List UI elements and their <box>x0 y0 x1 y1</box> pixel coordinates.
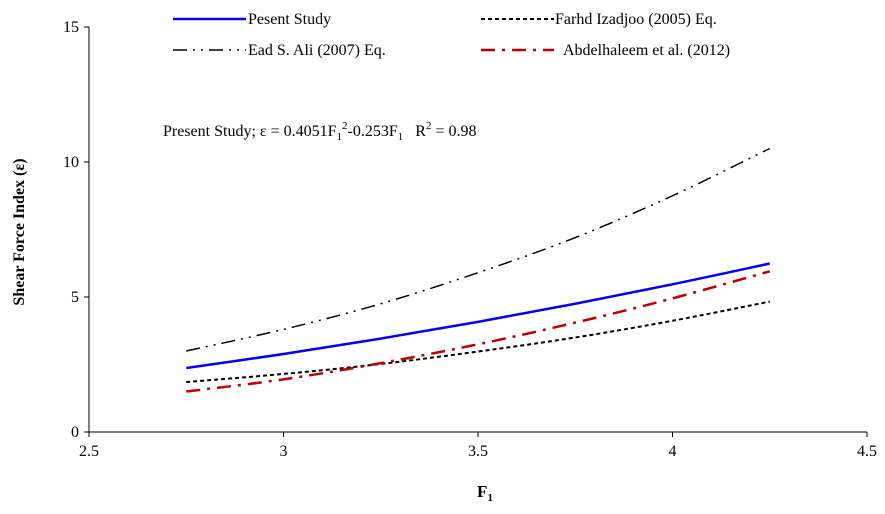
x-tick-label: 4.5 <box>857 443 877 460</box>
series-line-ead-s-ali <box>186 147 771 352</box>
series-line-present-study <box>186 262 771 370</box>
y-axis-title: Shear Force Index (ε) <box>11 158 28 305</box>
legend-label-present-study: Pesent Study <box>248 11 331 28</box>
legend-item-abdelhaleem: Abdelhaleem et al. (2012) <box>481 42 730 59</box>
y-tick-label: 15 <box>63 19 79 36</box>
x-tick-label: 4 <box>669 443 677 460</box>
y-tick-label: 10 <box>63 154 79 171</box>
legend-item-ead-s-ali: Ead S. Ali (2007) Eq. <box>173 42 386 59</box>
legend-label-farhd-izadjoo: Farhd Izadjoo (2005) Eq. <box>555 11 717 28</box>
legend-item-present-study: Pesent Study <box>173 11 331 28</box>
equation-annotation: Present Study; ε = 0.4051F12-0.253F1 R2 =… <box>163 120 476 143</box>
y-tick-label: 5 <box>71 289 79 306</box>
series-line-farhd-izadjoo <box>186 300 770 384</box>
x-axis-title: F1 <box>477 482 493 504</box>
y-tick-label: 0 <box>71 424 79 441</box>
legend-label-abdelhaleem: Abdelhaleem et al. (2012) <box>563 42 730 59</box>
legend-item-farhd-izadjoo: Farhd Izadjoo (2005) Eq. <box>481 11 717 28</box>
series-line-abdelhaleem <box>186 270 771 393</box>
series-lines <box>186 147 771 393</box>
x-tick-label: 3.5 <box>468 443 488 460</box>
x-tick-label: 3 <box>280 443 288 460</box>
x-tick-label: 2.5 <box>79 443 99 460</box>
legend: Pesent Study Farhd Izadjoo (2005) Eq. Ea… <box>173 11 730 59</box>
legend-label-ead-s-ali: Ead S. Ali (2007) Eq. <box>248 42 386 59</box>
axis-ticks: 2.5 3 3.5 4 4.5 0 5 10 15 <box>63 19 877 460</box>
